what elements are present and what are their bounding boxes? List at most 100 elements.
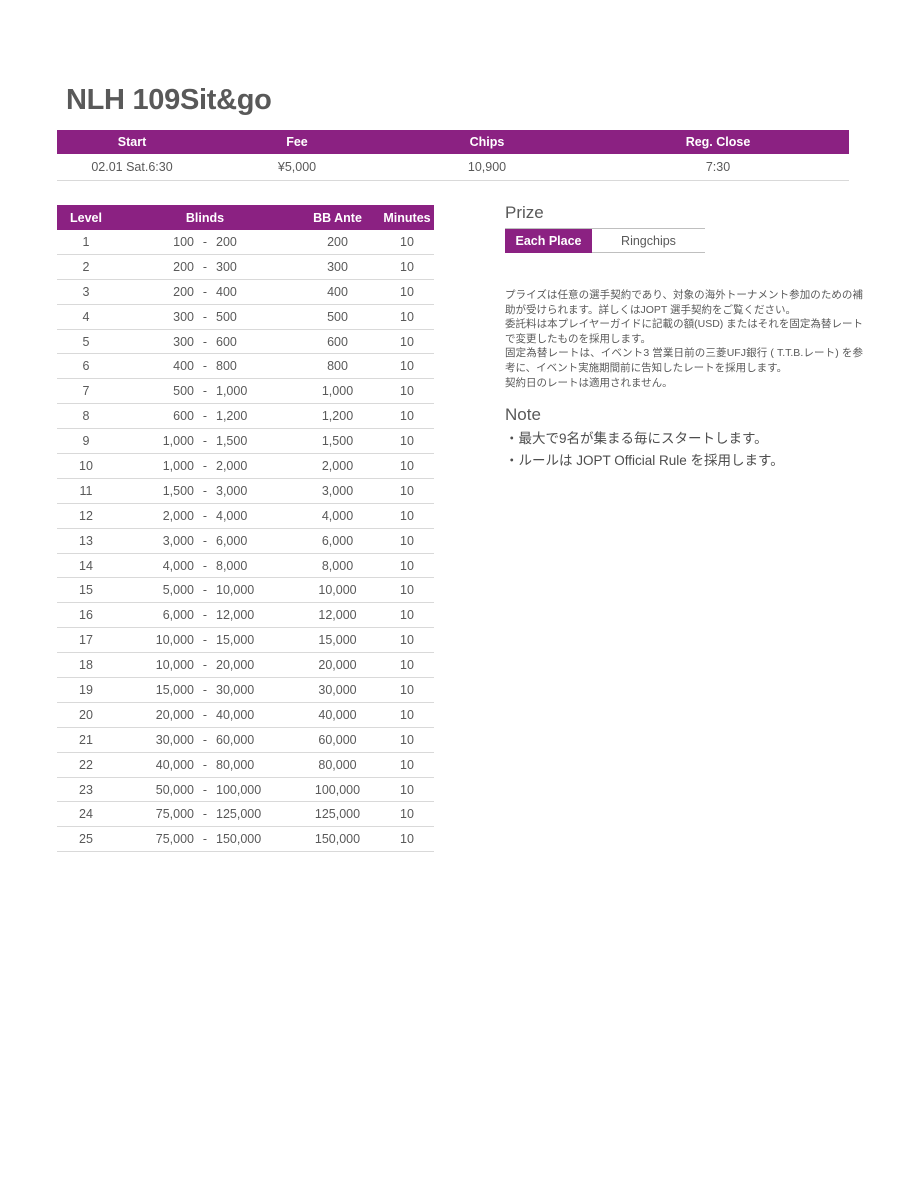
big-blind: 600	[216, 334, 237, 349]
minutes-cell: 10	[400, 458, 414, 473]
blinds-dash: -	[202, 832, 208, 847]
table-row: 4 300 - 500 500 10	[57, 305, 434, 330]
blinds-dash: -	[202, 558, 208, 573]
table-row: 13 3,000 - 6,000 6,000 10	[57, 529, 434, 554]
bb-ante-cell: 30,000	[318, 682, 357, 697]
big-blind: 2,000	[216, 458, 248, 473]
blinds-cell: 6,000 - 12,000	[115, 608, 295, 622]
blinds-dash: -	[202, 508, 208, 523]
big-blind: 400	[216, 284, 237, 299]
small-blind: 10,000	[155, 633, 194, 648]
blinds-cell: 10,000 - 20,000	[115, 658, 295, 672]
level-cell: 14	[79, 558, 93, 573]
small-blind: 40,000	[155, 757, 194, 772]
small-blind: 500	[173, 384, 194, 399]
table-row: 17 10,000 - 15,000 15,000 10	[57, 628, 434, 654]
bb-ante-cell: 1,500	[321, 434, 354, 449]
prize-tabs: Each Place Ringchips	[505, 229, 705, 253]
small-blind: 1,000	[162, 458, 194, 473]
bb-ante-cell: 3,000	[321, 483, 354, 498]
level-cell: 18	[79, 658, 93, 673]
level-cell: 25	[79, 832, 93, 847]
table-row: 8 600 - 1,200 1,200 10	[57, 404, 434, 430]
table-row: 7 500 - 1,000 1,000 10	[57, 379, 434, 405]
bb-ante-cell: 150,000	[314, 832, 361, 847]
blinds-dash: -	[202, 633, 208, 648]
blinds-cell: 200 - 400	[115, 285, 295, 299]
minutes-cell: 10	[400, 409, 414, 424]
big-blind: 150,000	[216, 832, 262, 847]
table-row: 14 4,000 - 8,000 8,000 10	[57, 554, 434, 579]
table-row: 20 20,000 - 40,000 40,000 10	[57, 703, 434, 728]
blinds-header-bb-ante: BB Ante	[313, 210, 362, 225]
info-value-fee: ¥5,000	[277, 160, 317, 174]
blinds-dash: -	[202, 309, 208, 324]
small-blind: 200	[173, 284, 194, 299]
blinds-dash: -	[202, 384, 208, 399]
level-cell: 6	[82, 359, 90, 374]
big-blind: 60,000	[216, 732, 255, 747]
big-blind: 200	[216, 234, 237, 249]
info-value-start: 02.01 Sat.6:30	[91, 160, 173, 174]
blinds-dash: -	[202, 682, 208, 697]
small-blind: 50,000	[155, 782, 194, 797]
big-blind: 6,000	[216, 533, 248, 548]
small-blind: 4,000	[162, 558, 194, 573]
blinds-cell: 1,500 - 3,000	[115, 484, 295, 498]
bb-ante-cell: 1,000	[321, 384, 354, 399]
minutes-cell: 10	[400, 682, 414, 697]
table-row: 9 1,000 - 1,500 1,500 10	[57, 429, 434, 455]
small-blind: 6,000	[162, 608, 194, 623]
small-blind: 15,000	[155, 682, 194, 697]
small-blind: 10,000	[155, 658, 194, 673]
table-row: 16 6,000 - 12,000 12,000 10	[57, 603, 434, 629]
tab-ringchips[interactable]: Ringchips	[592, 229, 705, 253]
small-blind: 600	[173, 409, 194, 424]
blinds-dash: -	[202, 782, 208, 797]
small-blind: 200	[173, 259, 194, 274]
level-cell: 22	[79, 757, 93, 772]
minutes-cell: 10	[400, 434, 414, 449]
minutes-cell: 10	[400, 334, 414, 349]
minutes-cell: 10	[400, 309, 414, 324]
blinds-table-body: 1 100 - 200 200 10 2 200 - 300 300 10 3 …	[57, 230, 434, 853]
small-blind: 400	[173, 359, 194, 374]
minutes-cell: 10	[400, 658, 414, 673]
big-blind: 1,500	[216, 434, 248, 449]
note-heading: Note	[505, 405, 541, 425]
minutes-cell: 10	[400, 583, 414, 598]
prize-heading: Prize	[505, 203, 705, 229]
big-blind: 100,000	[216, 782, 262, 797]
bb-ante-cell: 40,000	[318, 707, 357, 722]
blinds-cell: 100 - 200	[115, 235, 295, 249]
small-blind: 100	[173, 234, 194, 249]
big-blind: 4,000	[216, 508, 248, 523]
big-blind: 8,000	[216, 558, 248, 573]
table-row: 15 5,000 - 10,000 10,000 10	[57, 578, 434, 604]
note-item: ・ルールは JOPT Official Rule を採用します。	[505, 453, 784, 469]
blinds-dash: -	[202, 583, 208, 598]
bb-ante-cell: 12,000	[318, 608, 357, 623]
blinds-cell: 300 - 500	[115, 310, 295, 324]
info-table-values: 02.01 Sat.6:30 ¥5,000 10,900 7:30	[57, 154, 849, 181]
level-cell: 4	[82, 309, 90, 324]
tab-each-place[interactable]: Each Place	[505, 229, 592, 253]
big-blind: 30,000	[216, 682, 255, 697]
big-blind: 40,000	[216, 707, 255, 722]
info-header-chips: Chips	[469, 135, 505, 149]
small-blind: 3,000	[162, 533, 194, 548]
blinds-dash: -	[202, 807, 208, 822]
info-table-header: Start Fee Chips Reg. Close	[57, 130, 849, 154]
level-cell: 20	[79, 707, 93, 722]
minutes-cell: 10	[400, 732, 414, 747]
blinds-cell: 3,000 - 6,000	[115, 534, 295, 548]
small-blind: 1,000	[162, 434, 194, 449]
big-blind: 3,000	[216, 483, 248, 498]
blinds-dash: -	[202, 608, 208, 623]
info-header-start: Start	[117, 135, 147, 149]
blinds-dash: -	[202, 757, 208, 772]
big-blind: 12,000	[216, 608, 255, 623]
blinds-cell: 300 - 600	[115, 335, 295, 349]
table-row: 24 75,000 - 125,000 125,000 10	[57, 802, 434, 828]
minutes-cell: 10	[400, 359, 414, 374]
